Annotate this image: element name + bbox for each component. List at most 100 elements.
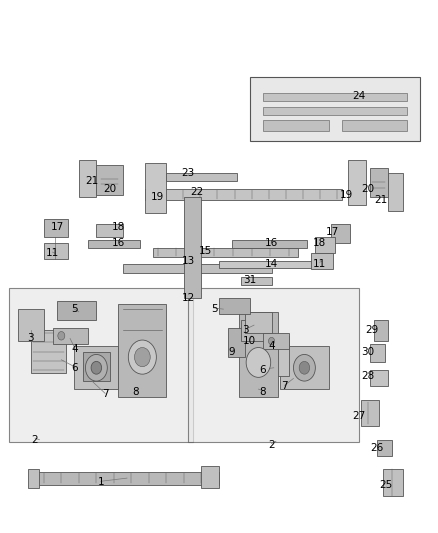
- Polygon shape: [83, 352, 110, 381]
- Polygon shape: [153, 248, 298, 257]
- Circle shape: [91, 361, 102, 374]
- Text: 22: 22: [191, 187, 204, 197]
- Text: 16: 16: [265, 238, 278, 247]
- Text: 21: 21: [85, 176, 99, 186]
- Text: 6: 6: [71, 363, 78, 373]
- Polygon shape: [239, 312, 278, 397]
- Text: 19: 19: [151, 192, 164, 202]
- Polygon shape: [166, 173, 237, 181]
- Circle shape: [85, 354, 107, 381]
- Text: 25: 25: [379, 480, 392, 490]
- Text: 23: 23: [182, 168, 195, 178]
- Polygon shape: [232, 240, 307, 248]
- Polygon shape: [311, 253, 333, 269]
- Polygon shape: [96, 165, 123, 195]
- Polygon shape: [267, 336, 289, 376]
- Polygon shape: [383, 469, 403, 496]
- Polygon shape: [74, 346, 118, 389]
- Text: 15: 15: [199, 246, 212, 255]
- Text: 3: 3: [27, 334, 34, 343]
- Text: 21: 21: [374, 195, 388, 205]
- Text: 26: 26: [370, 443, 383, 453]
- Text: 3: 3: [242, 326, 249, 335]
- Polygon shape: [123, 264, 272, 273]
- Text: 10: 10: [243, 336, 256, 346]
- Polygon shape: [145, 163, 166, 213]
- Text: 7: 7: [102, 390, 109, 399]
- Polygon shape: [184, 197, 201, 298]
- Circle shape: [58, 332, 65, 340]
- Polygon shape: [241, 320, 267, 341]
- Polygon shape: [241, 277, 272, 285]
- Polygon shape: [228, 328, 245, 357]
- Polygon shape: [245, 312, 272, 333]
- Text: 29: 29: [366, 326, 379, 335]
- Text: 11: 11: [46, 248, 59, 258]
- Text: 28: 28: [361, 371, 374, 381]
- Circle shape: [268, 337, 275, 345]
- Polygon shape: [57, 301, 96, 320]
- Text: 4: 4: [71, 344, 78, 354]
- Text: 7: 7: [281, 382, 288, 391]
- Text: 18: 18: [313, 238, 326, 247]
- Polygon shape: [348, 160, 366, 205]
- Text: 20: 20: [361, 184, 374, 194]
- Polygon shape: [263, 93, 407, 101]
- Text: 18: 18: [112, 222, 125, 231]
- Text: 2: 2: [32, 435, 39, 445]
- Text: 17: 17: [50, 222, 64, 231]
- Polygon shape: [9, 288, 193, 442]
- Polygon shape: [361, 400, 379, 426]
- Circle shape: [134, 348, 150, 367]
- Text: 27: 27: [353, 411, 366, 421]
- Text: 6: 6: [259, 366, 266, 375]
- Circle shape: [293, 354, 315, 381]
- Text: 12: 12: [182, 294, 195, 303]
- Text: 24: 24: [353, 91, 366, 101]
- Polygon shape: [28, 469, 39, 488]
- Polygon shape: [342, 120, 407, 131]
- Polygon shape: [96, 224, 123, 237]
- Polygon shape: [219, 298, 250, 314]
- Polygon shape: [250, 77, 420, 141]
- Polygon shape: [79, 160, 96, 197]
- Text: 31: 31: [243, 275, 256, 285]
- Polygon shape: [331, 224, 350, 243]
- Text: 17: 17: [326, 227, 339, 237]
- Text: 30: 30: [361, 347, 374, 357]
- Text: 20: 20: [103, 184, 116, 194]
- Circle shape: [299, 361, 310, 374]
- Polygon shape: [370, 370, 388, 386]
- Text: 8: 8: [132, 387, 139, 397]
- Polygon shape: [44, 243, 68, 259]
- Text: 2: 2: [268, 440, 275, 450]
- Polygon shape: [370, 344, 385, 362]
- Polygon shape: [315, 237, 335, 253]
- Circle shape: [128, 340, 156, 374]
- Polygon shape: [219, 261, 324, 268]
- Polygon shape: [53, 328, 88, 344]
- Polygon shape: [201, 466, 219, 488]
- Text: 5: 5: [211, 304, 218, 314]
- Polygon shape: [31, 330, 66, 373]
- Polygon shape: [188, 288, 359, 442]
- Text: 16: 16: [112, 238, 125, 247]
- Polygon shape: [145, 189, 342, 200]
- Polygon shape: [44, 219, 68, 237]
- Polygon shape: [374, 320, 388, 341]
- Text: 5: 5: [71, 304, 78, 314]
- Polygon shape: [377, 440, 392, 456]
- Polygon shape: [280, 346, 328, 389]
- Polygon shape: [263, 333, 289, 349]
- Text: 13: 13: [182, 256, 195, 266]
- Circle shape: [246, 348, 271, 377]
- Text: 11: 11: [313, 259, 326, 269]
- Polygon shape: [388, 173, 403, 211]
- Polygon shape: [263, 120, 328, 131]
- Text: 4: 4: [268, 342, 275, 351]
- Polygon shape: [18, 309, 44, 341]
- Text: 19: 19: [339, 190, 353, 199]
- Polygon shape: [118, 304, 166, 397]
- Polygon shape: [31, 472, 219, 485]
- Text: 8: 8: [259, 387, 266, 397]
